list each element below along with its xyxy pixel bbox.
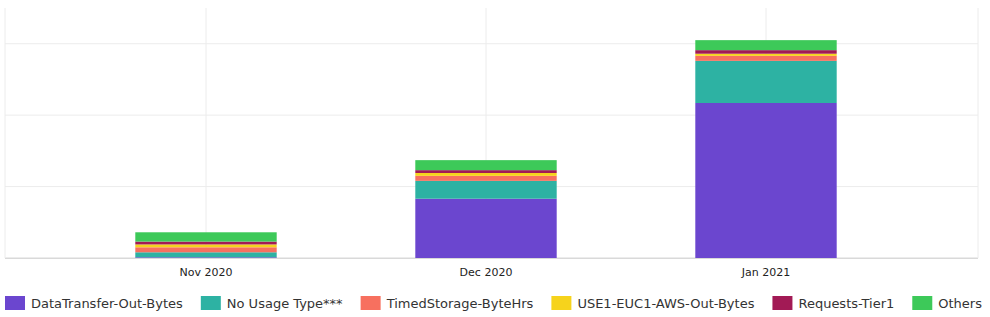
legend-swatch	[361, 296, 381, 310]
bar-segment	[135, 247, 276, 252]
v-grid-line	[206, 8, 207, 258]
legend-swatch	[201, 296, 221, 310]
bars	[135, 40, 836, 258]
x-tick-label: Jan 2021	[741, 266, 790, 279]
legend-label: USE1-EUC1-AWS-Out-Bytes	[577, 296, 754, 311]
x-axis-line	[5, 258, 978, 259]
bar-segment	[135, 232, 276, 241]
bar-segment	[695, 61, 836, 103]
y-axis-line	[5, 8, 6, 258]
bar-segment	[695, 50, 836, 54]
bar-segment	[415, 160, 556, 170]
bar-segment	[135, 244, 276, 247]
legend-label: DataTransfer-Out-Bytes	[31, 296, 183, 311]
bar-segment	[695, 56, 836, 61]
legend-label: Requests-Tier1	[798, 296, 894, 311]
v-grid-line	[978, 8, 979, 258]
x-tick-label: Nov 2020	[180, 266, 233, 279]
bar-segment	[415, 176, 556, 181]
chart: Nov 2020 Dec 2020 Jan 2021 DataTransfer-Out…	[0, 0, 990, 317]
bar-segment	[415, 181, 556, 199]
legend-swatch	[5, 296, 25, 310]
bar-segment	[415, 170, 556, 173]
x-tick-label: Dec 2020	[460, 266, 513, 279]
bar-segment	[695, 54, 836, 56]
legend-label: Others	[938, 296, 982, 311]
legend-swatch	[551, 296, 571, 310]
bar-segment	[695, 103, 836, 258]
bar-segment	[135, 242, 276, 245]
bar-segment	[135, 252, 276, 257]
legend-swatch	[772, 296, 792, 310]
bar-segment	[695, 40, 836, 50]
bar-segment	[415, 199, 556, 258]
bar-segment	[415, 173, 556, 176]
legend-label: No Usage Type***	[227, 296, 343, 311]
legend-swatch	[912, 296, 932, 310]
legend-label: TimedStorage-ByteHrs	[386, 296, 534, 311]
